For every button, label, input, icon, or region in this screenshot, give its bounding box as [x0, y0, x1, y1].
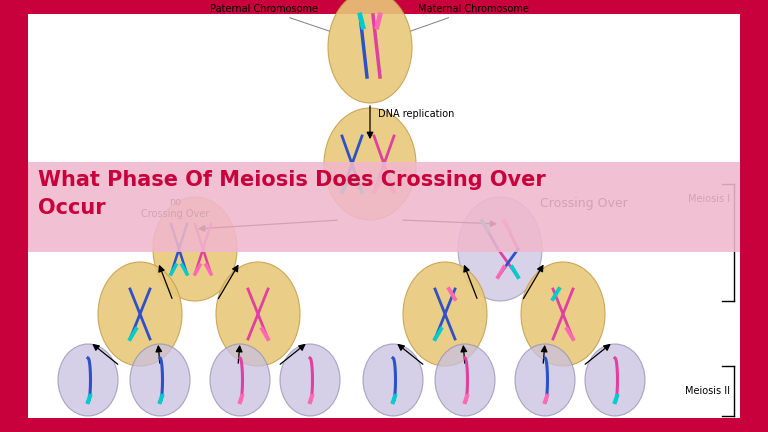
- Ellipse shape: [210, 344, 270, 416]
- Text: no
Crossing Over: no Crossing Over: [141, 197, 209, 219]
- Text: What Phase Of Meiosis Does Crossing Over: What Phase Of Meiosis Does Crossing Over: [38, 170, 546, 190]
- Ellipse shape: [585, 344, 645, 416]
- Text: Crossing Over: Crossing Over: [540, 197, 627, 210]
- Ellipse shape: [363, 344, 423, 416]
- Ellipse shape: [515, 344, 575, 416]
- Ellipse shape: [216, 262, 300, 366]
- Text: Meiosis I: Meiosis I: [688, 194, 730, 203]
- Ellipse shape: [435, 344, 495, 416]
- Text: DNA replication: DNA replication: [378, 109, 455, 119]
- FancyBboxPatch shape: [28, 162, 740, 252]
- Text: Paternal Chromosome: Paternal Chromosome: [210, 4, 329, 31]
- Ellipse shape: [324, 108, 416, 220]
- Ellipse shape: [328, 0, 412, 103]
- Ellipse shape: [130, 344, 190, 416]
- FancyBboxPatch shape: [28, 14, 740, 418]
- Ellipse shape: [280, 344, 340, 416]
- Text: Occur: Occur: [38, 198, 106, 218]
- Text: Maternal Chromosome: Maternal Chromosome: [411, 4, 529, 31]
- Ellipse shape: [403, 262, 487, 366]
- Ellipse shape: [58, 344, 118, 416]
- Ellipse shape: [153, 197, 237, 301]
- Text: Meiosis II: Meiosis II: [685, 386, 730, 396]
- Ellipse shape: [521, 262, 605, 366]
- Ellipse shape: [98, 262, 182, 366]
- Ellipse shape: [458, 197, 542, 301]
